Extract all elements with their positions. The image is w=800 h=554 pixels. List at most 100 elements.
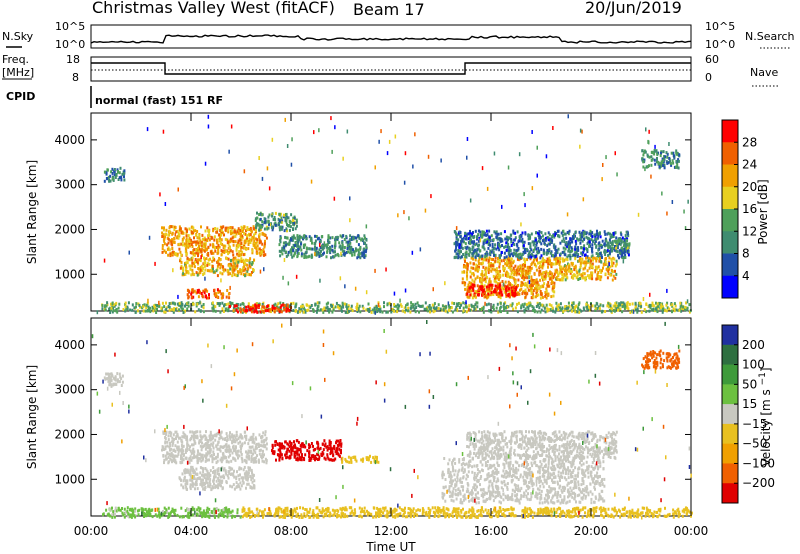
heatmap-cell bbox=[254, 303, 257, 307]
heatmap-cell bbox=[148, 307, 150, 310]
heatmap-cell bbox=[394, 515, 397, 519]
heatmap-cell bbox=[204, 276, 206, 281]
heatmap-cell bbox=[557, 234, 559, 238]
heatmap-cell bbox=[188, 227, 191, 231]
heatmap-cell bbox=[323, 306, 326, 310]
heatmap-cell bbox=[484, 280, 487, 284]
heatmap-cell bbox=[535, 264, 538, 268]
heatmap-cell bbox=[352, 248, 354, 252]
heatmap-cell bbox=[533, 254, 536, 258]
heatmap-cell bbox=[143, 512, 146, 516]
heatmap-cell bbox=[481, 307, 484, 311]
heatmap-cell bbox=[525, 274, 528, 278]
heatmap-cell bbox=[230, 258, 232, 262]
heatmap-cell bbox=[544, 232, 547, 236]
heatmap-cell bbox=[261, 232, 264, 236]
heatmap-cell bbox=[539, 272, 542, 276]
heatmap-cell bbox=[580, 246, 583, 250]
heatmap-cell bbox=[608, 251, 611, 255]
heatmap-cell bbox=[188, 242, 191, 246]
heatmap-cell bbox=[339, 305, 342, 309]
heatmap-cell bbox=[394, 134, 397, 139]
heatmap-cell bbox=[479, 276, 481, 280]
heatmap-cell bbox=[563, 232, 566, 236]
heatmap-cell bbox=[288, 509, 291, 513]
heatmap-cell bbox=[310, 237, 313, 241]
heatmap-cell bbox=[390, 310, 393, 314]
heatmap-cell bbox=[484, 253, 487, 256]
heatmap-cell bbox=[488, 262, 491, 266]
heatmap-cell bbox=[671, 303, 674, 307]
heatmap-cell bbox=[319, 239, 322, 243]
heatmap-cell bbox=[527, 272, 530, 276]
heatmap-cell bbox=[610, 233, 613, 237]
heatmap-cell bbox=[690, 511, 693, 515]
heatmap-cell bbox=[461, 239, 464, 243]
heatmap-cell bbox=[362, 248, 365, 252]
heatmap-cell bbox=[478, 513, 481, 517]
heatmap-cell bbox=[534, 295, 537, 299]
heatmap-cell bbox=[520, 304, 523, 308]
heatmap-cell bbox=[256, 244, 259, 248]
heatmap-cell bbox=[256, 240, 259, 244]
heatmap-cell bbox=[485, 256, 488, 260]
heatmap-cell bbox=[464, 242, 467, 246]
heatmap-cell bbox=[131, 303, 134, 307]
heatmap-cell bbox=[484, 301, 486, 306]
heatmap-cell bbox=[577, 306, 580, 310]
heatmap-cell bbox=[604, 237, 607, 241]
heatmap-cell bbox=[586, 269, 589, 273]
heatmap-cell bbox=[240, 260, 243, 263]
heatmap-cell bbox=[250, 310, 253, 314]
heatmap-cell bbox=[299, 310, 301, 314]
heatmap-cell bbox=[557, 259, 559, 263]
heatmap-cell bbox=[640, 304, 643, 308]
heatmap-cell bbox=[322, 246, 325, 250]
heatmap-cell bbox=[559, 302, 562, 306]
heatmap-cell bbox=[230, 239, 233, 243]
heatmap-cell bbox=[493, 268, 496, 272]
heatmap-cell bbox=[507, 165, 510, 170]
heatmap-cell bbox=[218, 233, 221, 237]
heatmap-cell bbox=[627, 251, 630, 255]
colorbar-tick-label: 20 bbox=[742, 180, 757, 194]
heatmap-cell bbox=[462, 265, 465, 269]
heatmap-cell bbox=[479, 279, 481, 283]
heatmap-cell bbox=[215, 292, 218, 296]
heatmap-cell bbox=[499, 281, 502, 285]
heatmap-cell bbox=[662, 150, 665, 154]
heatmap-cell bbox=[290, 252, 293, 256]
heatmap-cell bbox=[257, 514, 260, 518]
heatmap-cell bbox=[231, 266, 234, 270]
heatmap-cell bbox=[193, 229, 195, 233]
heatmap-cell bbox=[319, 242, 321, 247]
heatmap-cell bbox=[314, 252, 316, 257]
heatmap-cell bbox=[349, 234, 352, 238]
heatmap-cell bbox=[530, 291, 533, 295]
heatmap-cell bbox=[502, 512, 505, 516]
heatmap-cell bbox=[470, 285, 473, 289]
heatmap-cell bbox=[200, 225, 202, 229]
heatmap-cell bbox=[540, 242, 543, 246]
heatmap-cell bbox=[353, 250, 356, 254]
heatmap-cell bbox=[124, 305, 127, 308]
heatmap-cell bbox=[658, 165, 661, 169]
heatmap-cell bbox=[493, 151, 496, 156]
heatmap-cell bbox=[346, 243, 349, 247]
heatmap-cell bbox=[233, 262, 236, 266]
heatmap-cell bbox=[510, 267, 513, 271]
heatmap-cell bbox=[194, 260, 197, 264]
heatmap-cell bbox=[673, 154, 675, 158]
heatmap-cell bbox=[304, 508, 307, 511]
heatmap-cell bbox=[187, 511, 190, 515]
heatmap-cell bbox=[323, 513, 326, 516]
heatmap-cell bbox=[590, 246, 593, 250]
heatmap-cell bbox=[547, 231, 550, 235]
heatmap-cell bbox=[304, 515, 307, 518]
heatmap-cell bbox=[110, 170, 113, 174]
heatmap-cell bbox=[561, 276, 564, 280]
heatmap-cell bbox=[487, 287, 490, 291]
heatmap-cell bbox=[318, 252, 321, 255]
heatmap-cell bbox=[393, 309, 396, 313]
heatmap-cell bbox=[354, 286, 357, 291]
